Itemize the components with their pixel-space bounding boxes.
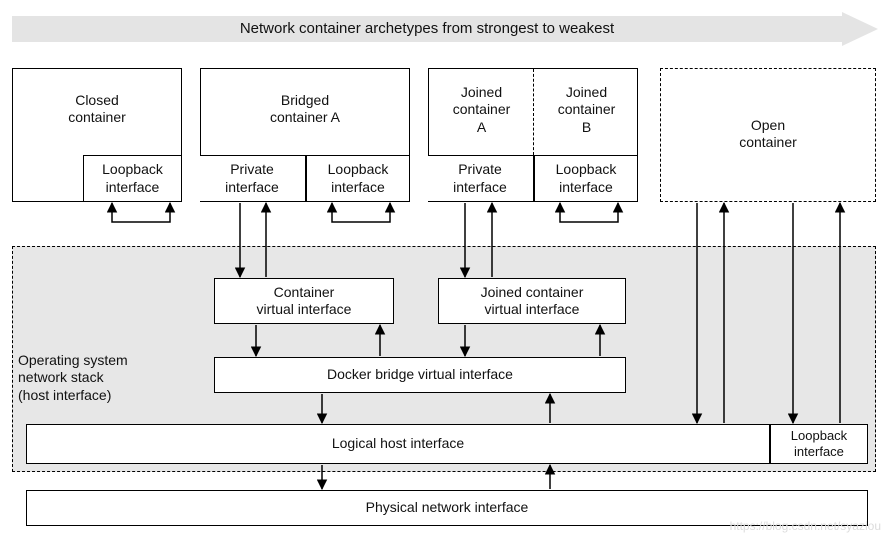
bridged-container-box: Bridged container A Private interface Lo… xyxy=(200,68,410,202)
bridged-container-title: Bridged container A xyxy=(201,79,409,139)
closed-loopback-box: Loopback interface xyxy=(83,155,181,201)
joined-container-box: Joined container A Joined container B Pr… xyxy=(428,68,638,202)
joined-divider xyxy=(533,69,534,155)
open-container-title: Open container xyxy=(661,104,875,164)
joined-a: Joined container A xyxy=(429,75,534,145)
closed-container-title: Closed container xyxy=(13,79,181,139)
banner-text: Network container archetypes from strong… xyxy=(12,16,842,42)
banner-arrow: Network container archetypes from strong… xyxy=(12,12,878,46)
bridged-private-box: Private interface xyxy=(200,155,306,201)
joined-virtual-interface: Joined container virtual interface xyxy=(438,278,626,324)
open-container-box: Open container xyxy=(660,68,876,202)
logical-host-interface: Logical host interface xyxy=(26,424,770,464)
docker-bridge: Docker bridge virtual interface xyxy=(214,357,626,393)
closed-container-box: Closed container Loopback interface xyxy=(12,68,182,202)
joined-private-box: Private interface xyxy=(428,155,534,201)
joined-b: Joined container B xyxy=(534,75,639,145)
bridged-loopback-box: Loopback interface xyxy=(306,155,409,201)
joined-loopback-box: Loopback interface xyxy=(534,155,637,201)
watermark: https://blog.csdn.net/syaziou xyxy=(730,519,881,533)
host-loopback: Loopback interface xyxy=(770,424,868,464)
container-virtual-interface: Container virtual interface xyxy=(214,278,394,324)
os-stack-label: Operating system network stack (host int… xyxy=(18,348,168,408)
